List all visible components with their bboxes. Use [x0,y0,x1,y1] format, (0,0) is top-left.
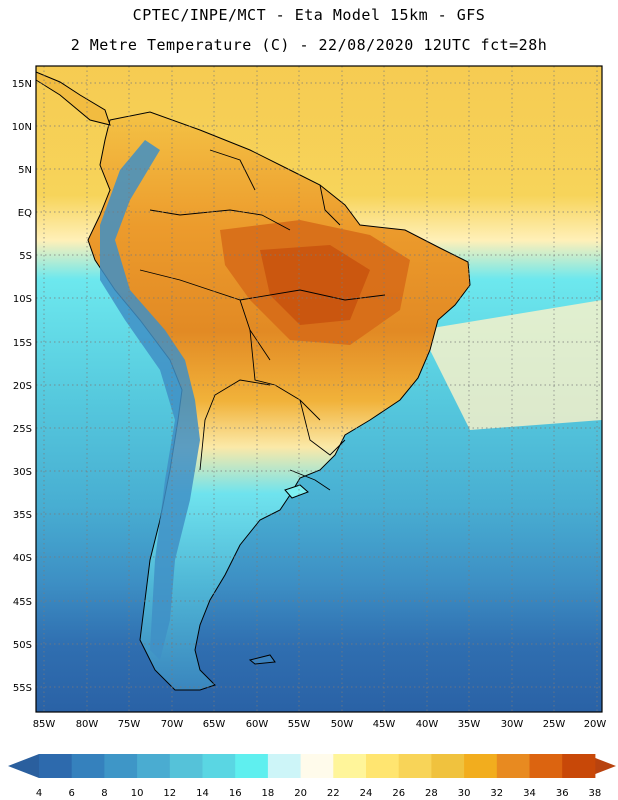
colorbar-tick-label: 36 [556,788,569,799]
lon-label: 55W [288,719,311,730]
lat-label: 5S [19,251,32,262]
lat-label: EQ [18,208,32,219]
map-frame [35,65,603,713]
colorbar-legend: 4 6 8 10 12 14 16 18 20 22 24 26 28 30 32 34 36 38 [8,754,616,799]
lat-label: 5N [18,165,32,176]
lon-label: 30W [501,719,524,730]
lon-label: 50W [331,719,354,730]
colorbar-low-arrow [8,754,39,778]
lat-label: 50S [13,640,32,651]
lon-label: 60W [246,719,269,730]
colorbar-swatch [39,754,73,778]
colorbar-tick-label: 10 [131,788,144,799]
colorbar-swatch [71,754,105,778]
falkland-islands [248,654,276,665]
lon-label: 40W [416,719,439,730]
title-line-1: CPTEC/INPE/MCT - Eta Model 15km - GFS [132,6,486,24]
warm-atlantic-patch [420,300,602,430]
colorbar-tick-label: 22 [327,788,340,799]
colorbar-swatch [300,754,334,778]
colorbar-swatch [398,754,432,778]
lagoon [284,484,309,499]
lat-label: 10S [13,294,32,305]
colorbar-swatch [104,754,138,778]
andes-cold-strip [100,140,200,660]
lat-label: 15S [13,338,32,349]
lat-label: 55S [13,683,32,694]
colorbar-tick-label: 34 [523,788,536,799]
colorbar-swatch [562,754,596,778]
colorbar-swatch [137,754,171,778]
colorbar-swatch [496,754,530,778]
colorbar-swatch [464,754,498,778]
colorbar-tick-label: 38 [589,788,602,799]
amazon-hottest-core [260,245,370,325]
colorbar-tick-label: 16 [229,788,242,799]
lon-label: 35W [458,719,481,730]
colorbar-tick-label: 30 [458,788,471,799]
colorbar-swatch [431,754,465,778]
lat-label: 35S [13,510,32,521]
lon-label: 70W [161,719,184,730]
country-borders [139,149,386,491]
colorbar-swatch [169,754,203,778]
lon-label: 75W [118,719,141,730]
lat-label: 45S [13,597,32,608]
colorbar-tick-label: 26 [392,788,405,799]
colorbar-swatch [235,754,269,778]
lon-label: 25W [543,719,566,730]
colorbar-tick-label: 8 [101,788,107,799]
colorbar-tick-label: 6 [69,788,75,799]
colorbar-swatch [202,754,236,778]
colorbar-swatch [529,754,563,778]
lat-label: 30S [13,467,32,478]
lon-label: 80W [76,719,99,730]
lat-label: 20S [13,381,32,392]
colorbar-tick-label: 12 [163,788,176,799]
longitude-axis: 85W 80W 75W 70W 65W 60W 55W 50W 45W 40W … [33,719,607,730]
lon-label: 85W [33,719,56,730]
lon-label: 45W [373,719,396,730]
colorbar-tick-label: 18 [262,788,275,799]
lat-label: 10N [12,122,32,133]
lat-label: 40S [13,553,32,564]
lat-label: 25S [13,424,32,435]
lat-label: 15N [12,79,32,90]
colorbar-tick-label: 28 [425,788,438,799]
colorbar-tick-label: 32 [490,788,503,799]
colorbar-tick-label: 20 [294,788,307,799]
lon-label: 20W [584,719,607,730]
colorbar-tick-label: 14 [196,788,209,799]
latitude-axis: 15N 10N 5N EQ 5S 10S 15S 20S 25S 30S 35S… [12,79,32,694]
colorbar-swatch [366,754,400,778]
colorbar-tick-label: 24 [360,788,373,799]
lon-label: 65W [203,719,226,730]
colorbar-swatch [267,754,302,778]
colorbar-tick-label: 4 [36,788,42,799]
title-line-2: 2 Metre Temperature (C) - 22/08/2020 12U… [70,36,548,54]
colorbar-swatch [333,754,367,778]
